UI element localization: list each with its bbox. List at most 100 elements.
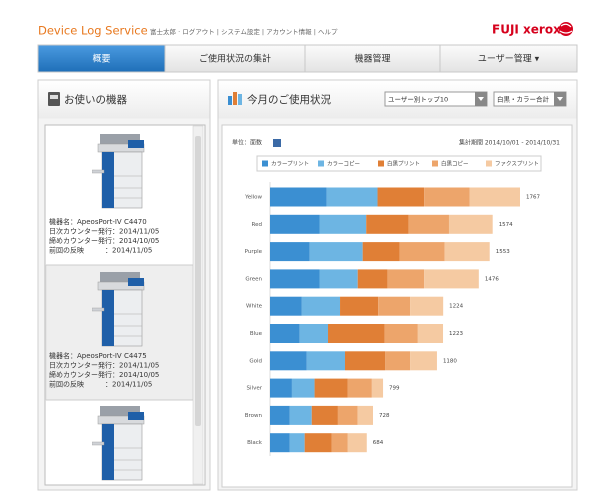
page: { "header": { "service_name": "Device Lo… [0,0,596,496]
bar-segment [315,379,348,398]
panel-title: 今月のご使用状況 [247,93,331,106]
bar-segment [320,269,358,288]
legend-swatch [378,161,384,167]
bar-segment [300,324,328,343]
bar-segment [270,269,320,288]
bar-segment [418,324,443,343]
device-info: 機器名：ApeosPort-IV C4475 [49,351,147,360]
bar-segment [424,269,479,288]
legend-label: カラーコピー [327,161,360,168]
service-name: Device Log Service [38,24,148,38]
unit-label: 単位：面数 [232,139,262,147]
bar-segment [332,433,348,452]
device-info: 前回の反映 ：2014/11/05 [49,246,152,255]
bar-segment [270,379,292,398]
category-label: Green [245,276,262,282]
legend-swatch [432,161,438,167]
total-label: 799 [389,386,400,392]
category-label: Silver [247,386,263,392]
category-label: Blue [250,331,263,337]
bar-segment [270,406,290,425]
bar-segment [290,406,312,425]
bar-segment [378,297,410,316]
device-info: 締めカウンター発行：2014/10/05 [49,236,159,245]
bar-segment [409,215,449,234]
device-info: 日次カウンター発行：2014/11/05 [49,361,159,370]
bar-segment [270,242,310,261]
bar-segment [449,215,493,234]
bar-segment [327,188,378,207]
bar-segment [328,324,385,343]
bar-segment [338,406,358,425]
bar-segment [345,351,385,370]
bar-segment [270,215,320,234]
total-label: 728 [379,413,390,419]
bar-segment [270,433,290,452]
nav-tab-label[interactable]: 機器管理 [354,53,390,65]
bar-segment [270,297,302,316]
select-text[interactable]: 白黒・カラー合計 [497,95,550,104]
bar-segment [270,324,300,343]
nav-tab-label[interactable]: ご使用状況の集計 [199,53,271,65]
legend-swatch [318,161,324,167]
category-label: White [246,304,263,310]
total-label: 1574 [499,222,513,228]
bar-segment [348,379,372,398]
logo: FUJI xerox [492,23,561,37]
bar-segment [385,351,410,370]
total-label: 684 [373,440,384,446]
category-label: Brown [245,413,263,419]
legend-label: 白黒コピー [441,160,469,168]
bar-segment [366,215,408,234]
bar-segment [270,188,327,207]
device-info: 締めカウンター発行：2014/10/05 [49,370,159,379]
user-links[interactable]: 富士太郎 · ログアウト | システム設定 | アカウント情報 | ヘルプ [150,27,338,36]
bar-segment [310,242,363,261]
device-info: 前回の反映 ：2014/11/05 [49,380,152,389]
bar-segment [445,242,490,261]
bar-segment [410,351,437,370]
bar-segment [340,297,378,316]
legend-label: ファクスプリント [495,161,539,168]
bar-segment [348,433,367,452]
bar-segment [387,269,424,288]
nav-tab-label[interactable]: ユーザー管理 ▾ [478,53,540,65]
legend-label: 白黒プリント [387,160,420,168]
bar-segment [292,379,315,398]
bar-segment [469,188,520,207]
screen: Device Log Service 富士太郎 · ログアウト | システム設定… [0,0,596,496]
bar-segment [378,188,425,207]
total-label: 1476 [485,276,499,282]
category-label: Yellow [244,195,262,201]
period-label: 集計期間 2014/10/01 - 2014/10/31 [459,139,560,147]
category-label: Purple [245,249,263,255]
bar-segment [302,297,340,316]
total-label: 1180 [443,358,457,364]
legend-label: カラープリント [271,161,309,168]
total-label: 1223 [449,331,463,337]
bar-segment [358,406,373,425]
bar-segment [385,324,418,343]
bar-segment [424,188,469,207]
bar-segment [372,379,383,398]
total-label: 1767 [526,195,540,201]
bar-segment [358,269,388,288]
bar-segment [312,406,338,425]
bar-segment [270,351,307,370]
bar-segment [363,242,400,261]
bar-segment [410,297,443,316]
category-label: Gold [249,358,262,364]
bar-segment [305,433,332,452]
legend-swatch [486,161,492,167]
select-text[interactable]: ユーザー別トップ10 [388,95,448,104]
scroll-thumb[interactable] [195,136,201,426]
bar-segment [307,351,345,370]
unit-icon [273,139,281,147]
device-info: 日次カウンター発行：2014/11/05 [49,227,159,236]
nav-tab-label[interactable]: 概要 [92,53,110,65]
category-label: Black [247,440,263,446]
bar-segment [399,242,444,261]
legend-swatch [262,161,268,167]
bar-segment [320,215,367,234]
category-label: Red [252,222,262,228]
